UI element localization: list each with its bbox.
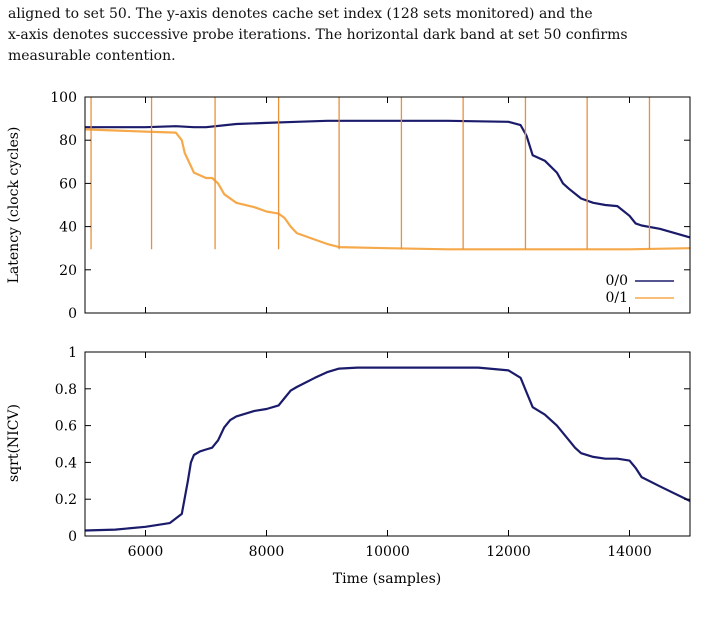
latency-ytick-label-2: 40 xyxy=(59,220,77,236)
nicv-plot-frame xyxy=(84,351,691,537)
nicv-xtick-label-4: 14000 xyxy=(607,544,652,560)
figure-caption: aligned to set 50. The y-axis denotes ca… xyxy=(8,4,698,67)
latency-panel: Latency (clock cycles) 0/0 0/1 0 20 40 60 80… xyxy=(6,90,691,322)
nicv-xtick-label-3: 12000 xyxy=(486,544,531,560)
latency-y-axis-label: Latency (clock cycles) xyxy=(6,127,22,284)
latency-series-line-0 xyxy=(85,119,691,239)
caption-line-2: x-axis denotes successive probe iteratio… xyxy=(8,27,628,43)
latency-ytick-label-3: 60 xyxy=(59,176,77,192)
nicv-xtick-label-1: 8000 xyxy=(249,544,285,560)
latency-ytick-label-4: 80 xyxy=(59,133,77,149)
latency-ytick-label-5: 100 xyxy=(50,90,77,106)
nicv-ytick-label-4: 0.8 xyxy=(55,382,77,398)
time-x-axis-label: Time (samples) xyxy=(333,571,441,587)
nicv-ytick-label-2: 0.4 xyxy=(55,455,77,471)
nicv-y-axis-label: sqrt(NICV) xyxy=(6,404,22,482)
caption-line-1: aligned to set 50. The y-axis denotes ca… xyxy=(8,6,593,22)
legend-label-0-1: 0/1 xyxy=(605,290,628,306)
nicv-panel: sqrt(NICV) Time (samples) 0 0.2 0.4 0.6 0.8 1… xyxy=(6,345,691,587)
nicv-ytick-label-5: 1 xyxy=(68,345,77,361)
caption-line-3: measurable contention. xyxy=(8,48,176,64)
latency-series-line-1 xyxy=(84,128,691,251)
nicv-ytick-label-3: 0.6 xyxy=(55,419,77,435)
legend-label-0-0: 0/0 xyxy=(605,273,628,289)
nicv-ytick-label-0: 0 xyxy=(68,529,77,545)
latency-ytick-label-0: 0 xyxy=(68,306,77,322)
nicv-xtick-label-0: 6000 xyxy=(128,544,164,560)
nicv-ytick-label-1: 0.2 xyxy=(55,492,77,508)
latency-ytick-label-1: 20 xyxy=(59,263,77,279)
nicv-xtick-label-2: 10000 xyxy=(365,544,410,560)
nicv-series-line-0 xyxy=(84,366,691,532)
latency-legend: 0/0 0/1 xyxy=(605,273,674,306)
